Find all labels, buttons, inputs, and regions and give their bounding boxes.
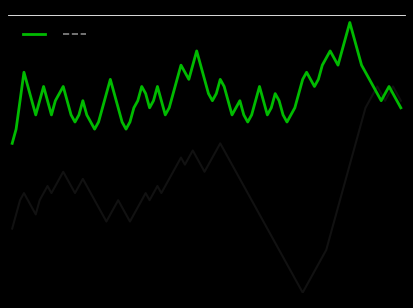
Legend: , : , bbox=[23, 28, 87, 42]
